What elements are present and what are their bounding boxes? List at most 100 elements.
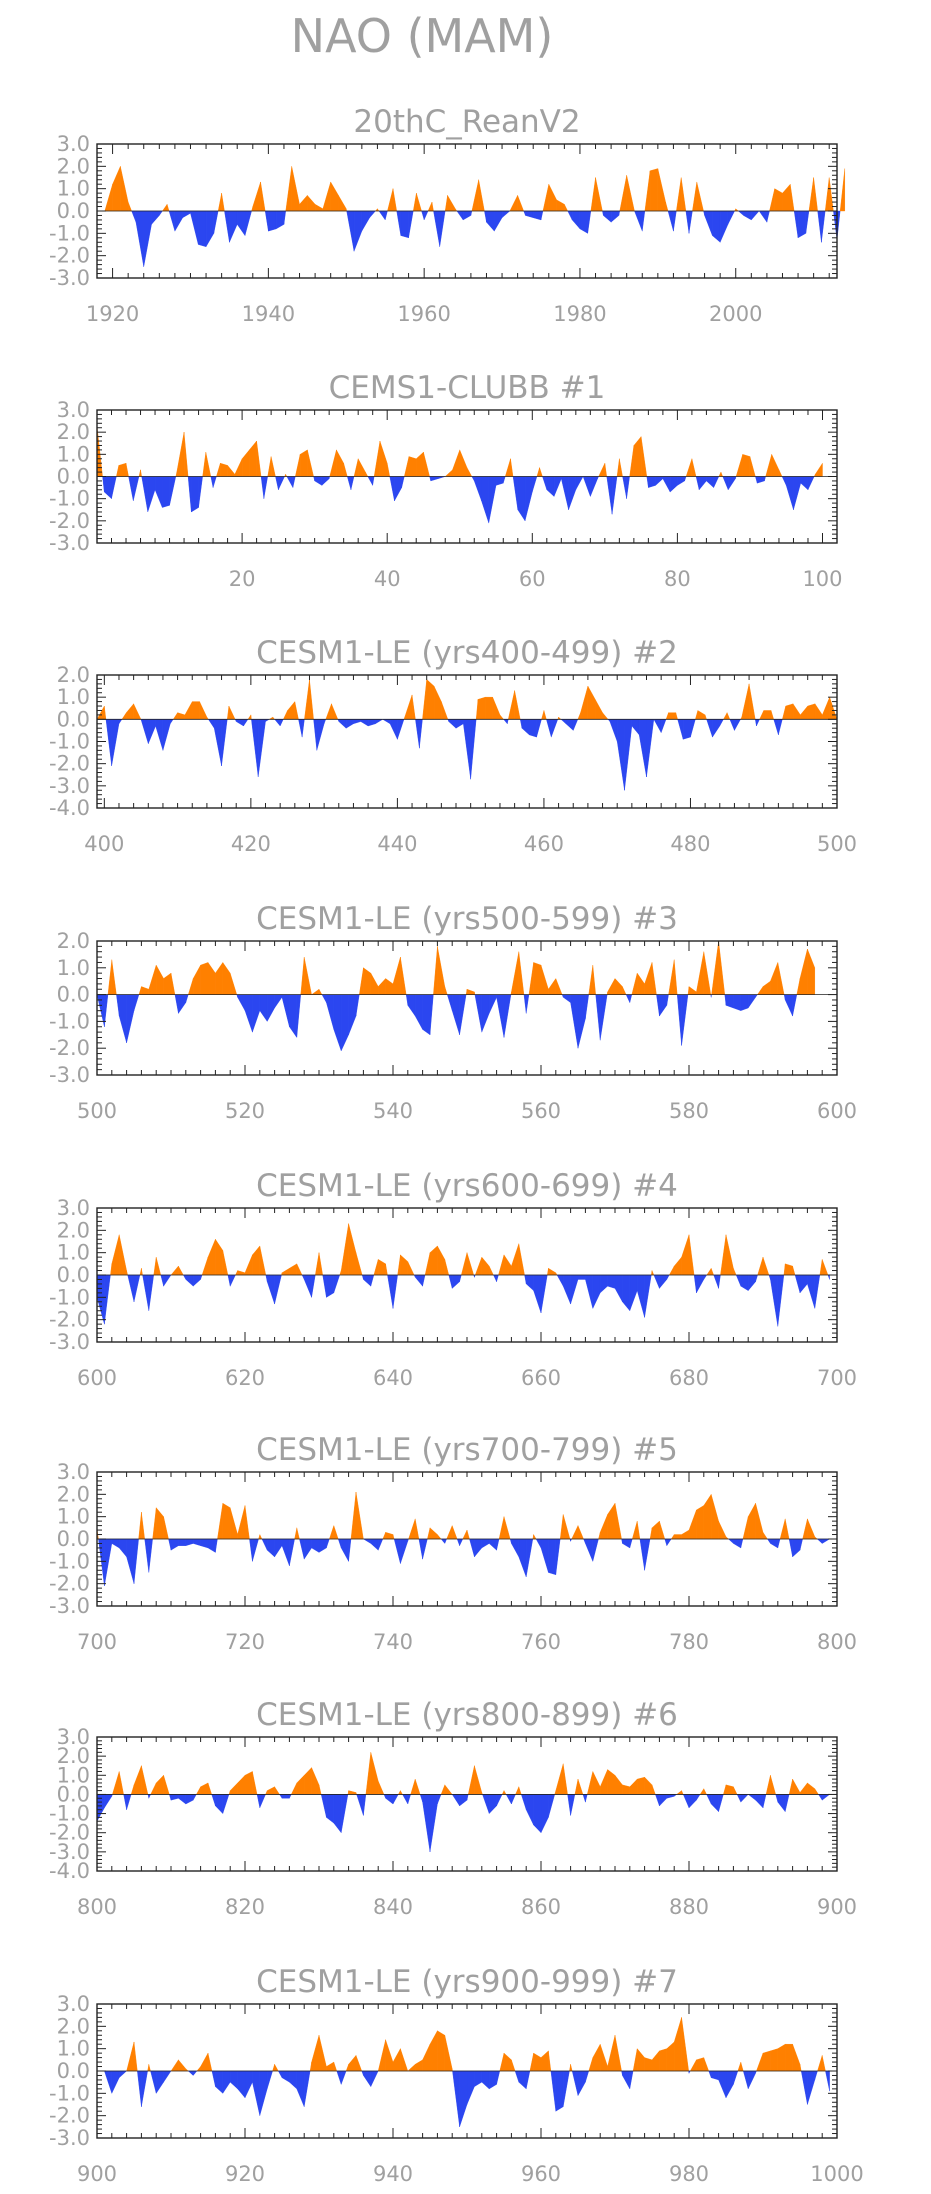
x-tick-label: 720	[225, 1630, 265, 1654]
negative-area	[369, 210, 376, 219]
positive-area	[378, 1780, 385, 1795]
positive-area	[543, 710, 547, 720]
negative-area	[244, 994, 253, 1033]
negative-area	[383, 1794, 386, 1799]
negative-area	[536, 719, 542, 738]
negative-area	[704, 210, 713, 236]
positive-area	[141, 986, 149, 995]
positive-area	[299, 194, 308, 212]
negative-area	[111, 2070, 120, 2094]
positive-area	[577, 1525, 584, 1540]
positive-area	[588, 2057, 593, 2072]
panel-6: CESM1-LE (yrs700-799) #5 3.02.01.00.0-1.0…	[49, 1432, 857, 1654]
positive-area	[385, 1532, 394, 1540]
negative-area	[481, 476, 489, 524]
negative-area	[185, 1274, 194, 1287]
positive-area	[681, 1234, 690, 1276]
negative-area	[757, 476, 765, 484]
x-tick-label: 1940	[242, 302, 295, 326]
negative-area	[422, 1274, 426, 1287]
positive-area	[201, 1257, 209, 1276]
positive-area	[604, 463, 607, 477]
negative-area	[401, 476, 405, 488]
negative-area	[729, 719, 735, 731]
positive-area	[725, 1234, 734, 1276]
positive-area	[274, 1786, 280, 1795]
positive-area	[466, 988, 475, 995]
negative-area	[370, 1538, 379, 1551]
positive-area	[348, 2054, 357, 2072]
x-tick-label: 460	[524, 832, 564, 856]
negative-area	[304, 1274, 312, 1298]
positive-area	[815, 462, 823, 477]
negative-area	[278, 476, 285, 490]
negative-area	[162, 719, 171, 751]
negative-area	[367, 476, 373, 486]
negative-area	[142, 1274, 149, 1311]
positive-area	[740, 2062, 744, 2072]
positive-area	[407, 2063, 416, 2072]
negative-area	[756, 719, 760, 727]
negative-area	[659, 994, 667, 1017]
positive-area	[559, 1514, 564, 1540]
positive-area	[252, 1245, 260, 1276]
positive-area	[96, 425, 103, 477]
negative-area	[793, 210, 799, 238]
x-tick-label: 80	[664, 567, 691, 591]
x-tick-label: 100	[802, 567, 842, 591]
negative-area	[333, 1274, 340, 1293]
negative-area	[693, 1274, 697, 1293]
positive-area	[762, 980, 771, 995]
negative-area	[800, 476, 809, 491]
negative-area	[244, 210, 252, 236]
negative-area	[407, 1794, 411, 1805]
x-tick-label: 900	[77, 2162, 117, 2186]
x-tick-label: 860	[521, 1895, 561, 1919]
positive-area	[822, 697, 830, 720]
positive-area	[141, 1268, 143, 1276]
positive-area	[668, 959, 675, 995]
positive-area	[141, 1512, 145, 1540]
negative-area	[587, 210, 592, 234]
positive-area	[387, 188, 394, 212]
negative-area	[631, 719, 640, 736]
y-tick-label: 1.0	[57, 2037, 90, 2061]
positive-area	[156, 965, 164, 995]
negative-area	[770, 1538, 778, 1549]
positive-area	[489, 1265, 494, 1276]
positive-area	[377, 2039, 386, 2072]
negative-area	[141, 476, 148, 513]
positive-area	[467, 1765, 475, 1795]
positive-area	[475, 699, 479, 720]
negative-area	[251, 719, 259, 777]
negative-area	[389, 476, 395, 501]
positive-area	[200, 962, 209, 995]
positive-area	[696, 2057, 704, 2072]
negative-area	[463, 719, 471, 780]
negative-area	[518, 1538, 527, 1578]
positive-area	[477, 696, 486, 720]
negative-area	[470, 210, 473, 216]
negative-area	[123, 1794, 127, 1810]
positive-area	[607, 1769, 616, 1795]
negative-area	[353, 210, 363, 252]
positive-area	[230, 1782, 238, 1795]
positive-area	[252, 181, 261, 212]
positive-area	[365, 1752, 371, 1795]
y-tick-label: -1.0	[49, 1009, 90, 1033]
positive-area	[111, 959, 117, 995]
figure-title: NAO (MAM)	[291, 9, 554, 63]
positive-area	[315, 1252, 320, 1276]
positive-area	[202, 452, 207, 477]
negative-area	[755, 1794, 764, 1809]
negative-area	[610, 210, 620, 223]
positive-area	[295, 454, 301, 477]
negative-area	[788, 1538, 793, 1557]
positive-area	[681, 1529, 690, 1540]
positive-area	[330, 181, 339, 212]
negative-area	[548, 1538, 556, 1575]
positive-area	[592, 2044, 601, 2072]
negative-area	[622, 1538, 630, 1549]
positive-area	[668, 712, 677, 720]
negative-area	[777, 1794, 786, 1813]
